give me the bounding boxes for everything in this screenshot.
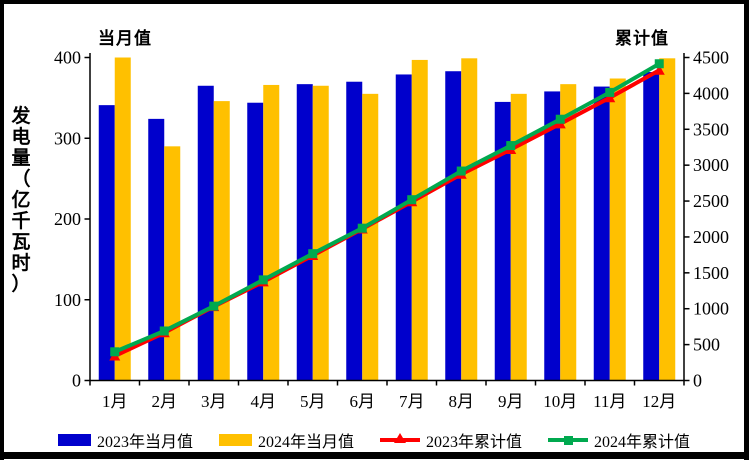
bar-2024年当月值-2月	[164, 146, 181, 381]
frame-border-top	[0, 0, 749, 4]
bar-2024年当月值-10月	[560, 84, 577, 381]
right-axis-tick-label: 3500	[693, 119, 729, 139]
right-axis-tick-label: 3000	[693, 155, 729, 175]
square-marker	[456, 166, 466, 176]
x-axis-category-label: 4月	[251, 392, 277, 411]
line-series-2024年累计值	[110, 59, 664, 357]
left-axis-tick-label: 100	[54, 290, 81, 310]
bar-2023年当月值-4月	[247, 102, 264, 381]
bar-2024年当月值-6月	[362, 93, 379, 381]
x-axis-category-label: 7月	[399, 392, 425, 411]
x-axis-category-label: 5月	[300, 392, 326, 411]
right-axis-title: 累计值	[615, 29, 669, 48]
right-axis-tick-label: 4000	[693, 83, 729, 103]
legend-item-2024-cumulative: 2024年累计值	[548, 428, 690, 452]
blue-bar-swatch-icon	[57, 434, 91, 446]
x-axis-category-label: 1月	[102, 392, 128, 411]
bar-2024年当月值-5月	[312, 85, 329, 381]
left-axis-tick-label: 200	[54, 209, 81, 229]
bar-2024年当月值-1月	[114, 57, 131, 381]
bar-2024年当月值-4月	[263, 84, 280, 381]
bar-2023年当月值-3月	[197, 85, 214, 381]
legend-label: 2023年当月值	[96, 434, 193, 451]
right-axis-tick-label: 1000	[693, 299, 729, 319]
triangle-marker	[604, 92, 616, 103]
bar-2023年当月值-9月	[494, 101, 511, 381]
bar-2023年当月值-8月	[445, 71, 462, 381]
square-marker	[605, 87, 615, 97]
left-axis-tick-label: 400	[54, 48, 81, 68]
red-line-triangle-swatch-icon	[380, 433, 420, 446]
right-axis-tick-label: 2000	[693, 227, 729, 247]
bar-2023年当月值-7月	[395, 74, 412, 381]
frame-border-left	[0, 0, 4, 460]
legend-item-2024-monthly: 2024年当月值	[218, 428, 354, 452]
combo-chart-plot: 0100200300400050010001500200025003000350…	[54, 48, 729, 412]
axes-group: 0100200300400050010001500200025003000350…	[54, 48, 729, 412]
bar-2024年当月值-9月	[510, 93, 527, 381]
bar-2023年当月值-12月	[643, 72, 660, 381]
right-axis-tick-label: 1500	[693, 263, 729, 283]
square-marker	[506, 141, 516, 151]
x-axis-category-label: 11月	[593, 392, 626, 411]
x-axis-category-label: 10月	[543, 392, 577, 411]
legend-item-2023-cumulative: 2023年累计值	[380, 428, 522, 452]
square-marker	[159, 326, 169, 336]
bar-2023年当月值-5月	[296, 84, 313, 381]
square-marker	[357, 223, 367, 233]
legend-label: 2024年累计值	[594, 434, 691, 451]
bar-2024年当月值-11月	[609, 78, 626, 381]
green-line-square-swatch-icon	[548, 434, 589, 446]
chart-legend: 2023年当月值 2024年当月值 2023年累计值 2024年累计值	[4, 428, 744, 452]
x-axis-category-label: 2月	[152, 392, 178, 411]
legend-label: 2024年当月值	[257, 434, 354, 451]
square-marker	[308, 249, 318, 259]
right-axis-tick-label: 0	[693, 371, 702, 391]
square-marker	[407, 195, 417, 205]
left-axis-tick-label: 0	[72, 371, 81, 391]
frame-border-bottom	[0, 452, 749, 459]
square-marker	[555, 114, 565, 124]
square-marker	[258, 275, 268, 285]
right-axis-tick-label: 2500	[693, 191, 729, 211]
bar-2024年当月值-12月	[659, 58, 676, 381]
y-axis-label: 发电量（亿千瓦时）	[11, 106, 31, 295]
x-axis-category-label: 12月	[642, 392, 676, 411]
square-marker	[209, 301, 219, 311]
bar-2024年当月值-7月	[411, 59, 428, 381]
bar-2023年当月值-1月	[98, 105, 115, 381]
yellow-bar-swatch-icon	[218, 434, 252, 446]
right-axis-tick-label: 500	[693, 335, 720, 355]
frame-border-right	[744, 0, 749, 460]
x-axis-category-label: 6月	[350, 392, 376, 411]
x-axis-category-label: 3月	[201, 392, 227, 411]
legend-label: 2023年累计值	[426, 434, 523, 451]
square-marker	[110, 347, 120, 357]
bar-2024年当月值-3月	[213, 101, 230, 381]
bar-2023年当月值-10月	[544, 91, 561, 381]
triangle-marker	[653, 64, 665, 75]
square-marker	[654, 59, 664, 69]
legend-item-2023-monthly: 2023年当月值	[57, 428, 193, 452]
right-axis-tick-label: 4500	[693, 48, 729, 68]
bar-2024年当月值-8月	[461, 58, 478, 381]
left-axis-title: 当月值	[98, 29, 152, 48]
x-axis-category-label: 9月	[498, 392, 524, 411]
bar-2023年当月值-2月	[148, 118, 165, 381]
x-axis-category-label: 8月	[449, 392, 475, 411]
left-axis-tick-label: 300	[54, 128, 81, 148]
bar-2023年当月值-11月	[593, 86, 610, 381]
